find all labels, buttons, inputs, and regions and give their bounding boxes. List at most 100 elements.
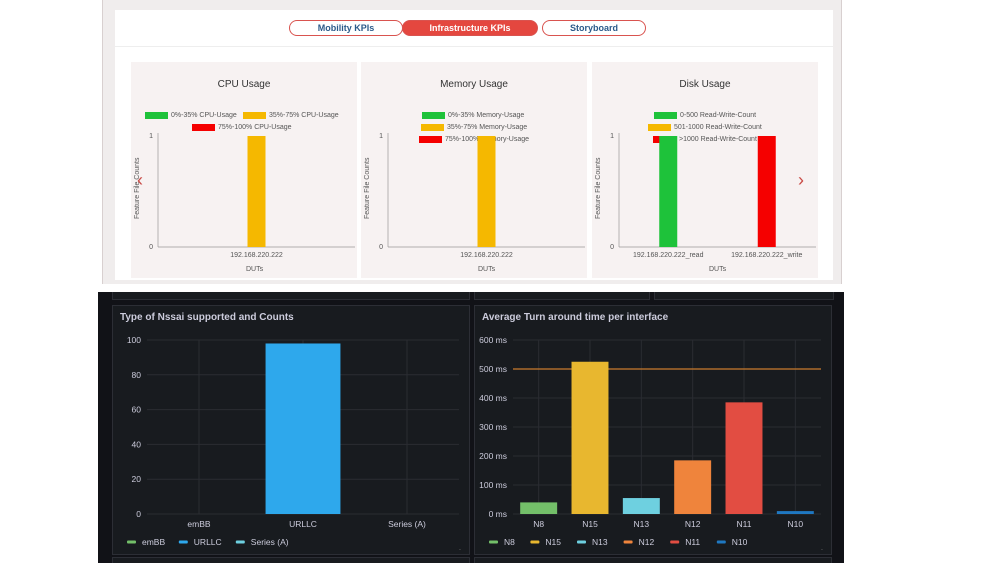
legend-swatch bbox=[623, 540, 633, 544]
bar bbox=[520, 502, 558, 514]
disk-usage-chart: 0 1 192.168.220.222_read 192.168.220.222_wr… bbox=[610, 133, 816, 259]
legend-label: Series (A) bbox=[251, 537, 289, 547]
x-tick-label: emBB bbox=[187, 519, 210, 529]
chevron-right-icon[interactable]: › bbox=[798, 170, 804, 190]
card-title: Memory Usage bbox=[440, 79, 508, 90]
bar bbox=[725, 402, 763, 514]
legend-item: 0%-35% Memory-Usage bbox=[422, 112, 524, 119]
x-tick-label: N11 bbox=[737, 519, 752, 529]
x-tick-label: N13 bbox=[634, 519, 650, 529]
y-tick-label: 1 bbox=[149, 133, 153, 140]
legend-item: 0%-35% CPU-Usage bbox=[145, 112, 237, 119]
legend-label: N8 bbox=[504, 537, 515, 547]
y-tick-label: 0 bbox=[379, 244, 383, 251]
y-axis-label: Feature File Counts bbox=[595, 157, 602, 219]
legend-swatch bbox=[127, 540, 136, 544]
x-tick-label: URLLC bbox=[289, 519, 317, 529]
y-tick-label: 20 bbox=[132, 474, 142, 484]
nssai-dashboard: Type of Nssai supported and Counts 0 20 40… bbox=[98, 292, 844, 563]
x-tick-label: 192.168.220.222 bbox=[460, 252, 513, 259]
dashboard-content: Mobility KPIs Infrastructure KPIs Storyb… bbox=[115, 10, 833, 280]
y-tick-label: 0 bbox=[610, 244, 614, 251]
legend-label: N13 bbox=[592, 537, 608, 547]
tab-mobility-kpis[interactable]: Mobility KPIs bbox=[289, 20, 403, 36]
bar bbox=[776, 511, 814, 514]
y-tick-label: 80 bbox=[132, 370, 142, 380]
y-tick-label: 1 bbox=[610, 133, 614, 140]
panel-stub bbox=[474, 292, 650, 300]
legend-item: 35%-75% Memory-Usage bbox=[421, 124, 527, 131]
x-tick-label: N10 bbox=[788, 519, 804, 529]
x-axis-label: DUTs bbox=[709, 266, 727, 273]
legend-swatch bbox=[489, 540, 498, 544]
panel-stub bbox=[112, 292, 470, 300]
y-tick-label: 1 bbox=[379, 133, 383, 140]
disk-usage-card: Disk Usage 0-500 Read-Write-Count 501-10… bbox=[592, 62, 818, 278]
legend-swatch bbox=[178, 540, 188, 544]
card-title: CPU Usage bbox=[217, 79, 271, 90]
x-axis-label: DUTs bbox=[246, 266, 264, 273]
memory-usage-chart: 0 1 192.168.220.222 bbox=[379, 133, 585, 259]
legend-label: N12 bbox=[639, 537, 655, 547]
chevron-left-icon[interactable]: ‹ bbox=[137, 170, 143, 190]
x-tick-label: N8 bbox=[533, 519, 544, 529]
legend-item: 0-500 Read-Write-Count bbox=[654, 112, 756, 119]
bar bbox=[674, 460, 712, 514]
panel-title: Average Turn around time per interface bbox=[482, 312, 669, 323]
turnaround-chart: 0 ms 100 ms 200 ms 300 ms 400 ms 500 ms 600 ms… bbox=[479, 335, 823, 552]
tab-storyboard[interactable]: Storyboard bbox=[542, 20, 646, 36]
legend-swatch bbox=[670, 540, 680, 544]
y-tick-label: 40 bbox=[132, 439, 142, 449]
y-tick-label: 0 ms bbox=[489, 509, 507, 519]
legend-label: emBB bbox=[142, 537, 165, 547]
x-tick-label: 192.168.220.222_read bbox=[633, 252, 704, 259]
cpu-usage-chart: 0 1 192.168.220.222 bbox=[149, 133, 355, 259]
legend-label: N15 bbox=[545, 537, 561, 547]
tabs-divider bbox=[115, 46, 833, 47]
panel-stub bbox=[654, 292, 834, 300]
panel-stub bbox=[474, 557, 832, 563]
legend-item: 75%-100% CPU-Usage bbox=[192, 124, 292, 131]
card-title: Disk Usage bbox=[679, 79, 731, 90]
x-tick-label: 192.168.220.222 bbox=[230, 252, 283, 259]
bar bbox=[622, 498, 660, 514]
y-tick-label: 100 bbox=[127, 335, 141, 345]
x-tick-label: 192.168.220.222_write bbox=[731, 252, 802, 259]
kpi-tabs: Mobility KPIs Infrastructure KPIs Storyb… bbox=[289, 20, 646, 36]
panel-title: Type of Nssai supported and Counts bbox=[120, 312, 294, 323]
resize-handle-icon: . bbox=[821, 545, 823, 552]
legend-label: URLLC bbox=[194, 537, 222, 547]
legend-swatch bbox=[577, 540, 586, 544]
nssai-panel: Type of Nssai supported and Counts 0 20 40… bbox=[112, 305, 470, 555]
bar bbox=[757, 136, 776, 247]
y-tick-label: 60 bbox=[132, 405, 142, 415]
legend-swatch bbox=[530, 540, 540, 544]
bar bbox=[247, 136, 266, 247]
y-tick-label: 100 ms bbox=[479, 480, 507, 490]
x-tick-label: Series (A) bbox=[388, 519, 426, 529]
y-tick-label: 400 ms bbox=[479, 393, 507, 403]
y-tick-label: 300 ms bbox=[479, 422, 507, 432]
legend-label: N10 bbox=[732, 537, 748, 547]
legend-swatch bbox=[235, 540, 245, 544]
y-tick-label: 0 bbox=[149, 244, 153, 251]
x-axis-label: DUTs bbox=[478, 266, 496, 273]
x-tick-label: N12 bbox=[685, 519, 701, 529]
memory-usage-card: Memory Usage 0%-35% Memory-Usage 35%-75%… bbox=[361, 62, 587, 278]
y-tick-label: 200 ms bbox=[479, 451, 507, 461]
y-axis-label: Feature File Counts bbox=[364, 157, 371, 219]
legend-item: 501-1000 Read-Write-Count bbox=[648, 124, 762, 131]
y-tick-label: 600 ms bbox=[479, 335, 507, 345]
infrastructure-dashboard: Mobility KPIs Infrastructure KPIs Storyb… bbox=[102, 0, 842, 284]
bar bbox=[571, 361, 609, 514]
tab-infrastructure-kpis[interactable]: Infrastructure KPIs bbox=[402, 20, 538, 36]
legend-label: N11 bbox=[685, 537, 700, 547]
resize-handle-icon: . bbox=[459, 545, 461, 552]
cpu-usage-card: CPU Usage 0%-35% CPU-Usage 35%-75% CPU-U… bbox=[131, 62, 357, 278]
x-tick-label: N15 bbox=[582, 519, 598, 529]
panel-stub bbox=[112, 557, 470, 563]
legend-swatch bbox=[716, 540, 726, 544]
bar bbox=[659, 136, 678, 247]
bar bbox=[477, 136, 496, 247]
